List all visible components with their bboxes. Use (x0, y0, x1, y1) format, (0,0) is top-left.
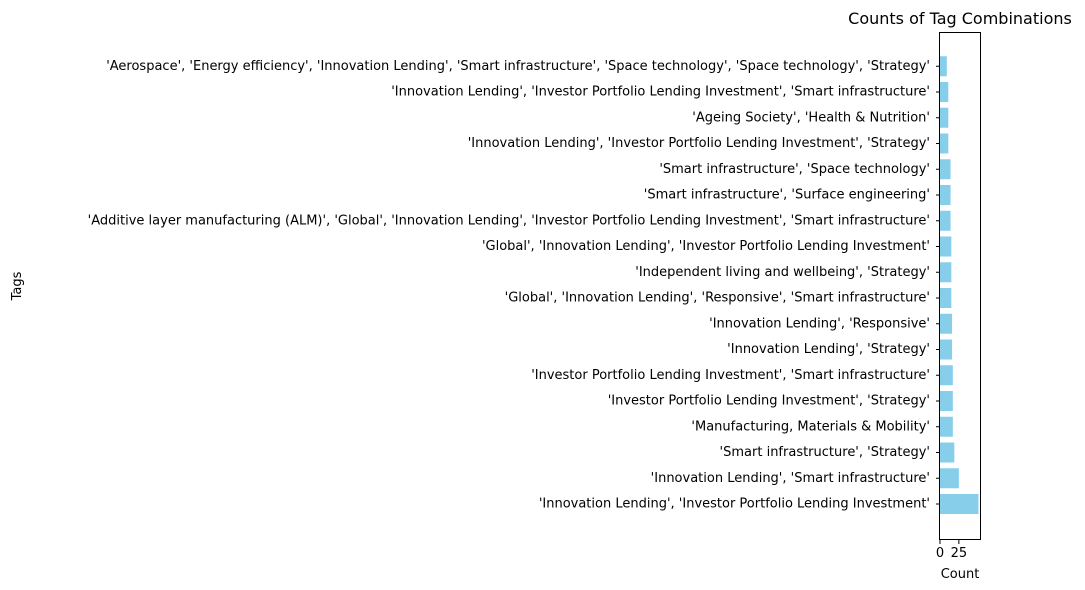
y-tick-label: 'Global', 'Innovation Lending', 'Investo… (482, 239, 930, 254)
y-tick-labels: 'Innovation Lending', 'Investor Portfoli… (88, 59, 940, 512)
y-tick-label: 'Additive layer manufacturing (ALM)', 'G… (88, 213, 930, 228)
bar (940, 468, 959, 489)
bar (940, 185, 951, 205)
bar (940, 313, 953, 334)
bar (940, 82, 949, 102)
bar (940, 236, 952, 257)
y-tick-label: 'Smart infrastructure', 'Strategy' (720, 445, 930, 460)
y-tick-label: 'Innovation Lending', 'Strategy' (727, 342, 930, 357)
y-tick-label: 'Independent living and wellbeing', 'Str… (635, 265, 930, 280)
y-tick-label: 'Innovation Lending', 'Smart infrastruct… (651, 471, 930, 486)
y-tick-label: 'Investor Portfolio Lending Investment',… (531, 368, 930, 383)
y-tick-label: 'Aerospace', 'Energy efficiency', 'Innov… (106, 59, 930, 74)
chart-title: Counts of Tag Combinations (848, 9, 1072, 28)
bar (940, 442, 955, 463)
bar (940, 288, 952, 308)
y-axis-label: Tags (10, 271, 25, 301)
y-tick-label: 'Global', 'Innovation Lending', 'Respons… (505, 291, 930, 306)
bar (940, 133, 949, 154)
bar (940, 159, 951, 180)
y-tick-label: 'Smart infrastructure', 'Space technolog… (659, 162, 930, 177)
bar (940, 391, 953, 411)
y-tick-label: 'Smart infrastructure', 'Surface enginee… (644, 188, 930, 203)
x-tick-label: 25 (951, 546, 968, 561)
bar (940, 494, 979, 514)
x-axis-label: Count (941, 567, 980, 582)
bar (940, 416, 953, 437)
bar (940, 210, 951, 231)
bar (940, 262, 952, 283)
bars-group (940, 56, 979, 514)
bar (940, 365, 953, 386)
y-tick-label: 'Manufacturing, Materials & Mobility' (691, 419, 930, 434)
x-ticks: 0 25 (936, 540, 967, 561)
y-tick-label: 'Innovation Lending', 'Investor Portfoli… (468, 136, 930, 151)
y-tick-label: 'Innovation Lending', 'Responsive' (709, 316, 930, 331)
x-tick-label: 0 (936, 546, 944, 561)
y-tick-label: 'Innovation Lending', 'Investor Portfoli… (391, 85, 930, 100)
bar (940, 56, 947, 77)
plot-area-frame (939, 32, 981, 540)
y-tick-label: 'Investor Portfolio Lending Investment',… (608, 394, 930, 409)
y-tick-label: 'Ageing Society', 'Health & Nutrition' (692, 110, 930, 125)
y-tick-label: 'Innovation Lending', 'Investor Portfoli… (539, 497, 930, 512)
bar (940, 107, 949, 128)
bar (940, 339, 953, 360)
